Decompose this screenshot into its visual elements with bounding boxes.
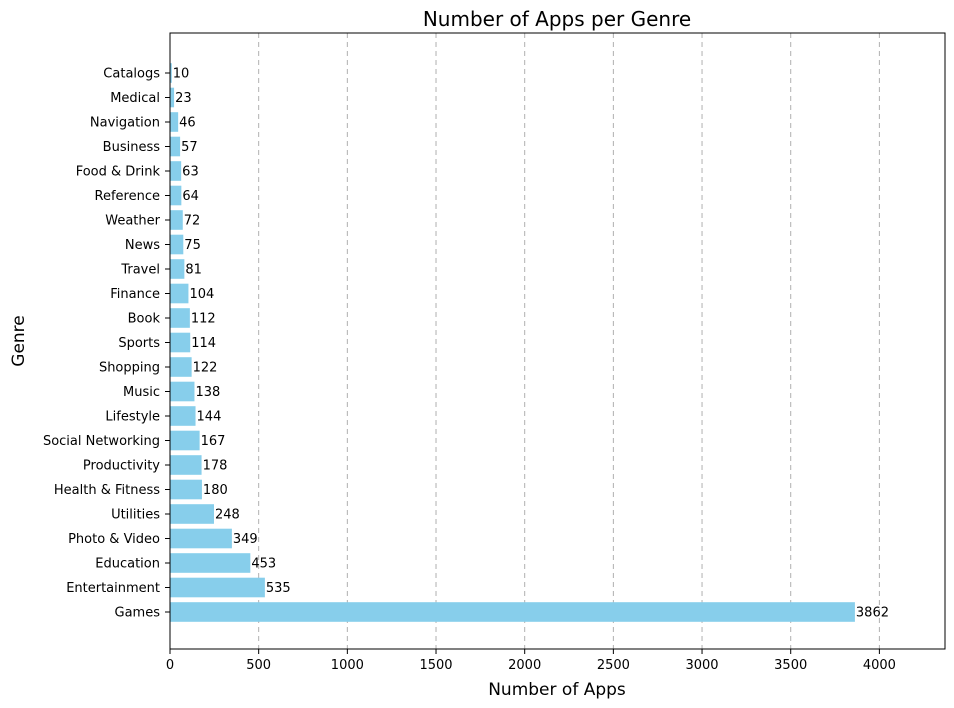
y-tick-label: Travel: [120, 263, 160, 278]
y-tick-label: Education: [95, 557, 160, 572]
data-label: 114: [191, 336, 216, 351]
y-tick-label: Photo & Video: [68, 532, 160, 547]
data-label: 63: [182, 165, 199, 180]
bar: [170, 234, 184, 255]
y-tick-label: Catalogs: [103, 67, 160, 82]
y-tick-label: Food & Drink: [76, 165, 161, 180]
bar: [170, 283, 189, 304]
x-tick-label: 2000: [508, 658, 541, 673]
y-tick-label: Music: [123, 385, 160, 400]
bar: [170, 112, 179, 132]
x-axis-label: Number of Apps: [488, 680, 626, 700]
data-label: 57: [181, 140, 198, 155]
data-label: 167: [201, 434, 226, 449]
y-axis-label: Genre: [9, 315, 29, 366]
y-tick-label: Sports: [118, 336, 160, 351]
data-label: 112: [191, 312, 216, 327]
data-label: 453: [251, 557, 276, 572]
bars: [170, 63, 855, 622]
data-label: 81: [185, 263, 202, 278]
data-label: 178: [203, 459, 228, 474]
bar: [170, 210, 183, 230]
bar: [170, 479, 202, 500]
bar: [170, 259, 185, 279]
bar: [170, 455, 202, 475]
data-label: 144: [197, 410, 222, 425]
data-label: 46: [179, 116, 196, 131]
x-tick-label: 1500: [419, 658, 452, 673]
bar: [170, 504, 214, 524]
bar: [170, 406, 196, 426]
x-tick-label: 3000: [685, 658, 718, 673]
y-tick-label: Reference: [95, 189, 160, 204]
y-tick-label: Games: [115, 606, 161, 621]
data-label: 122: [193, 361, 218, 376]
data-label: 64: [182, 189, 199, 204]
data-label: 3862: [856, 606, 889, 621]
data-label: 138: [195, 385, 220, 400]
bar: [170, 430, 200, 451]
y-tick-label: Social Networking: [43, 434, 160, 449]
x-tick-label: 0: [166, 658, 174, 673]
x-axis-ticks: 0 500 1000 1500 2000 2500 3000 3500 4000: [166, 649, 896, 673]
bar: [170, 161, 182, 181]
y-tick-label: Shopping: [99, 361, 160, 376]
y-tick-label: Health & Fitness: [54, 483, 160, 498]
data-label: 10: [173, 67, 190, 82]
x-tick-label: 2500: [597, 658, 630, 673]
y-tick-label: Navigation: [90, 116, 160, 131]
y-tick-label: Finance: [110, 287, 160, 302]
bar: [170, 332, 191, 353]
chart-title: Number of Apps per Genre: [423, 7, 691, 31]
data-label: 180: [203, 483, 228, 498]
y-tick-label: News: [125, 238, 160, 253]
bar: [170, 357, 192, 377]
y-tick-label: Medical: [110, 91, 160, 106]
y-tick-label: Business: [103, 140, 161, 155]
bar: [170, 87, 175, 108]
plot-frame: [169, 32, 946, 650]
data-label: 248: [215, 508, 240, 523]
data-label: 104: [189, 287, 214, 302]
data-label: 75: [184, 238, 201, 253]
bar: [170, 381, 195, 402]
y-tick-label: Lifestyle: [105, 410, 160, 425]
bar: [170, 553, 251, 573]
bar: [170, 308, 190, 328]
bar: [170, 602, 855, 622]
y-tick-label: Entertainment: [66, 581, 160, 596]
bar: [170, 577, 265, 598]
y-tick-label: Book: [128, 312, 161, 327]
y-tick-label: Utilities: [111, 508, 160, 523]
y-axis-ticks: Games Entertainment Education Photo & Video…: [43, 67, 170, 621]
data-label: 349: [233, 532, 258, 547]
bar: [170, 63, 172, 83]
data-labels: 3862 535 453 349 248 180 178 167 144 138 122 114 112…: [173, 67, 889, 621]
grid-lines: [169, 33, 880, 649]
x-tick-label: 3500: [774, 658, 807, 673]
data-label: 535: [266, 581, 291, 596]
x-tick-label: 4000: [863, 658, 896, 673]
bar: [170, 528, 232, 549]
y-tick-label: Productivity: [83, 459, 160, 474]
data-label: 23: [175, 91, 192, 106]
y-tick-label: Weather: [105, 214, 160, 229]
bar: [170, 185, 182, 206]
x-tick-label: 500: [246, 658, 271, 673]
x-tick-label: 1000: [331, 658, 364, 673]
data-label: 72: [184, 214, 201, 229]
bar: [170, 136, 181, 157]
